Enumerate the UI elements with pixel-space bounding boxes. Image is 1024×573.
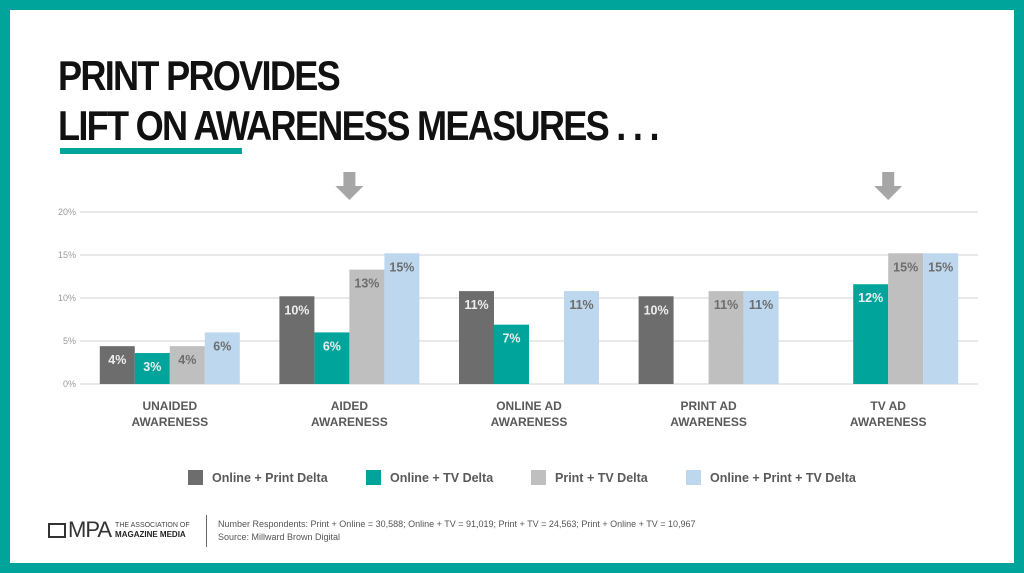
- footer-divider: [206, 515, 207, 547]
- category-label: AWARENESS: [491, 415, 568, 429]
- title-line-2: LIFT ON AWARENESS MEASURES . . .: [58, 102, 660, 149]
- category-label: AIDED: [331, 399, 369, 413]
- bar-chart: 0% 5% 10% 15% 20% 4% 3% 4% 6% UNAIDED AWARENESS 10%…: [58, 172, 978, 429]
- respondents-note: Number Respondents: Print + Online = 30,…: [218, 519, 696, 529]
- bar: [349, 269, 385, 384]
- y-tick-label: 10%: [58, 293, 76, 303]
- data-label: 7%: [502, 332, 520, 346]
- data-label: 11%: [569, 298, 593, 312]
- down-arrow-icon: [874, 172, 903, 200]
- data-label: 10%: [284, 303, 309, 317]
- logo-box-icon: [48, 522, 66, 538]
- y-tick-label: 0%: [63, 379, 76, 389]
- category-label: AWARENESS: [131, 415, 208, 429]
- y-tick-label: 20%: [58, 207, 76, 217]
- bar: [134, 353, 170, 384]
- data-label: 10%: [644, 303, 669, 317]
- legend-label: Online + TV Delta: [390, 470, 494, 485]
- bar: [743, 291, 779, 384]
- category-label: TV AD: [870, 399, 906, 413]
- data-label: 6%: [323, 339, 341, 353]
- legend-label: Print + TV Delta: [555, 470, 648, 485]
- down-arrow-icon: [335, 172, 364, 200]
- logo-line-2: MAGAZINE MEDIA: [115, 529, 186, 539]
- bar: [708, 291, 744, 384]
- bar: [638, 296, 674, 384]
- mpa-logo: MPA THE ASSOCIATION OF MAGAZINE MEDIA: [48, 517, 190, 543]
- bar: [314, 332, 350, 384]
- legend-swatch: [686, 470, 701, 485]
- category-label: PRINT AD: [680, 399, 737, 413]
- bar: [888, 253, 924, 384]
- title-underline: [60, 148, 242, 154]
- bar: [204, 332, 240, 384]
- y-tick-label: 5%: [63, 336, 76, 346]
- bar: [853, 284, 889, 384]
- data-label: 15%: [389, 260, 414, 274]
- category-label: ONLINE AD: [496, 399, 562, 413]
- logo-line-1: THE ASSOCIATION OF: [115, 521, 190, 529]
- data-label: 12%: [858, 291, 883, 305]
- bar: [459, 291, 494, 384]
- legend-swatch: [531, 470, 546, 485]
- logo-mark: MPA: [68, 517, 112, 542]
- data-label: 11%: [749, 298, 773, 312]
- legend-item-print-tv: Print + TV Delta: [531, 470, 648, 485]
- bar: [384, 253, 420, 384]
- data-label: 4%: [178, 353, 196, 367]
- category-label: UNAIDED: [142, 399, 197, 413]
- category-label: AWARENESS: [311, 415, 388, 429]
- data-label: 13%: [354, 277, 379, 291]
- source-note: Source: Millward Brown Digital: [218, 532, 341, 542]
- data-label: 3%: [143, 360, 161, 374]
- bar: [279, 296, 315, 384]
- bar: [923, 253, 959, 384]
- legend-item-online-tv: Online + TV Delta: [366, 470, 493, 485]
- data-label: 6%: [213, 339, 231, 353]
- legend-swatch: [366, 470, 381, 485]
- legend-item-online-print-tv: Online + Print + TV Delta: [686, 470, 856, 485]
- category-label: AWARENESS: [670, 415, 747, 429]
- data-label: 15%: [928, 260, 953, 274]
- slide: PRINT PROVIDES LIFT ON AWARENESS MEASURE…: [10, 10, 1014, 563]
- data-label: 4%: [108, 353, 126, 367]
- legend-label: Online + Print Delta: [212, 470, 328, 485]
- data-label: 11%: [464, 298, 488, 312]
- legend-label: Online + Print + TV Delta: [710, 470, 856, 485]
- y-tick-label: 15%: [58, 250, 76, 260]
- data-label: 11%: [714, 298, 738, 312]
- bar: [494, 324, 529, 384]
- bar: [99, 346, 135, 384]
- bar: [169, 346, 205, 384]
- data-label: 15%: [893, 260, 918, 274]
- category-label: AWARENESS: [850, 415, 927, 429]
- legend-swatch: [188, 470, 203, 485]
- bar: [564, 291, 599, 384]
- title-line-1: PRINT PROVIDES: [58, 52, 341, 99]
- legend-item-online-print: Online + Print Delta: [188, 470, 328, 485]
